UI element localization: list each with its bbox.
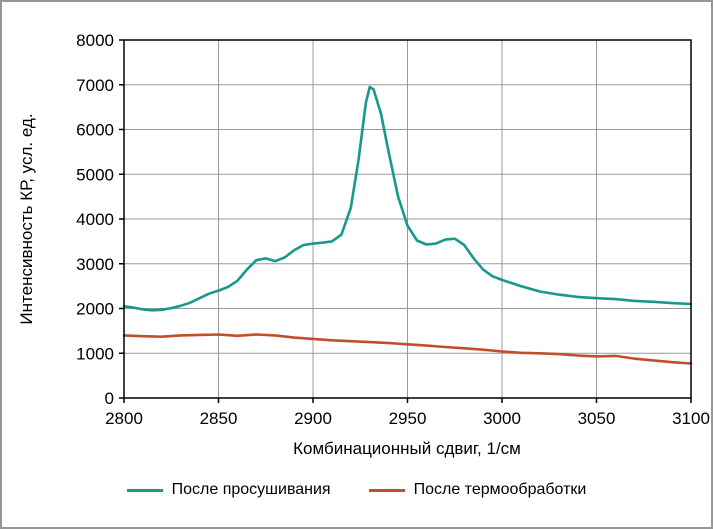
series-lines [122, 85, 693, 365]
legend: После просушивания После термообработки [2, 481, 711, 499]
gridlines [124, 40, 691, 398]
y-tick-label: 1000 [76, 344, 114, 363]
x-tick-label: 2800 [105, 409, 143, 428]
x-tick-label: 3100 [672, 409, 710, 428]
x-tick-label: 3000 [483, 409, 521, 428]
x-axis-title: Комбинационный сдвиг, 1/см [293, 439, 521, 458]
chart-canvas: 2800 2850 2900 2950 3000 3050 3100 0 1000 2000 300… [17, 31, 710, 458]
legend-item-after-drying: После просушивания [126, 481, 331, 499]
legend-line-swatch-red [368, 488, 405, 492]
y-tick-label: 0 [105, 389, 114, 408]
y-tick-label: 3000 [76, 255, 114, 274]
tick-marks [119, 39, 692, 403]
y-tick-label: 2000 [76, 300, 114, 319]
y-tick-label: 6000 [76, 121, 114, 140]
y-tick-label: 7000 [76, 76, 114, 95]
series-line-1 [122, 333, 693, 365]
x-tick-label: 2900 [294, 409, 332, 428]
y-axis-title: Интенсивность КР, усл. ед. [17, 113, 36, 324]
y-tick-label: 5000 [76, 165, 114, 184]
y-tick-label: 4000 [76, 210, 114, 229]
series-line-0 [122, 85, 693, 312]
x-tick-label: 3050 [578, 409, 616, 428]
x-tick-label: 2950 [389, 409, 427, 428]
tick-labels: 2800 2850 2900 2950 3000 3050 3100 0 1000 2000 300… [76, 31, 710, 428]
x-tick-label: 2850 [200, 409, 238, 428]
y-tick-label: 8000 [76, 31, 114, 50]
legend-label: После просушивания [171, 481, 331, 498]
legend-line-swatch-teal [126, 488, 163, 492]
legend-item-after-heat-treatment: После термообработки [368, 481, 587, 499]
legend-label: После термообработки [413, 481, 587, 498]
